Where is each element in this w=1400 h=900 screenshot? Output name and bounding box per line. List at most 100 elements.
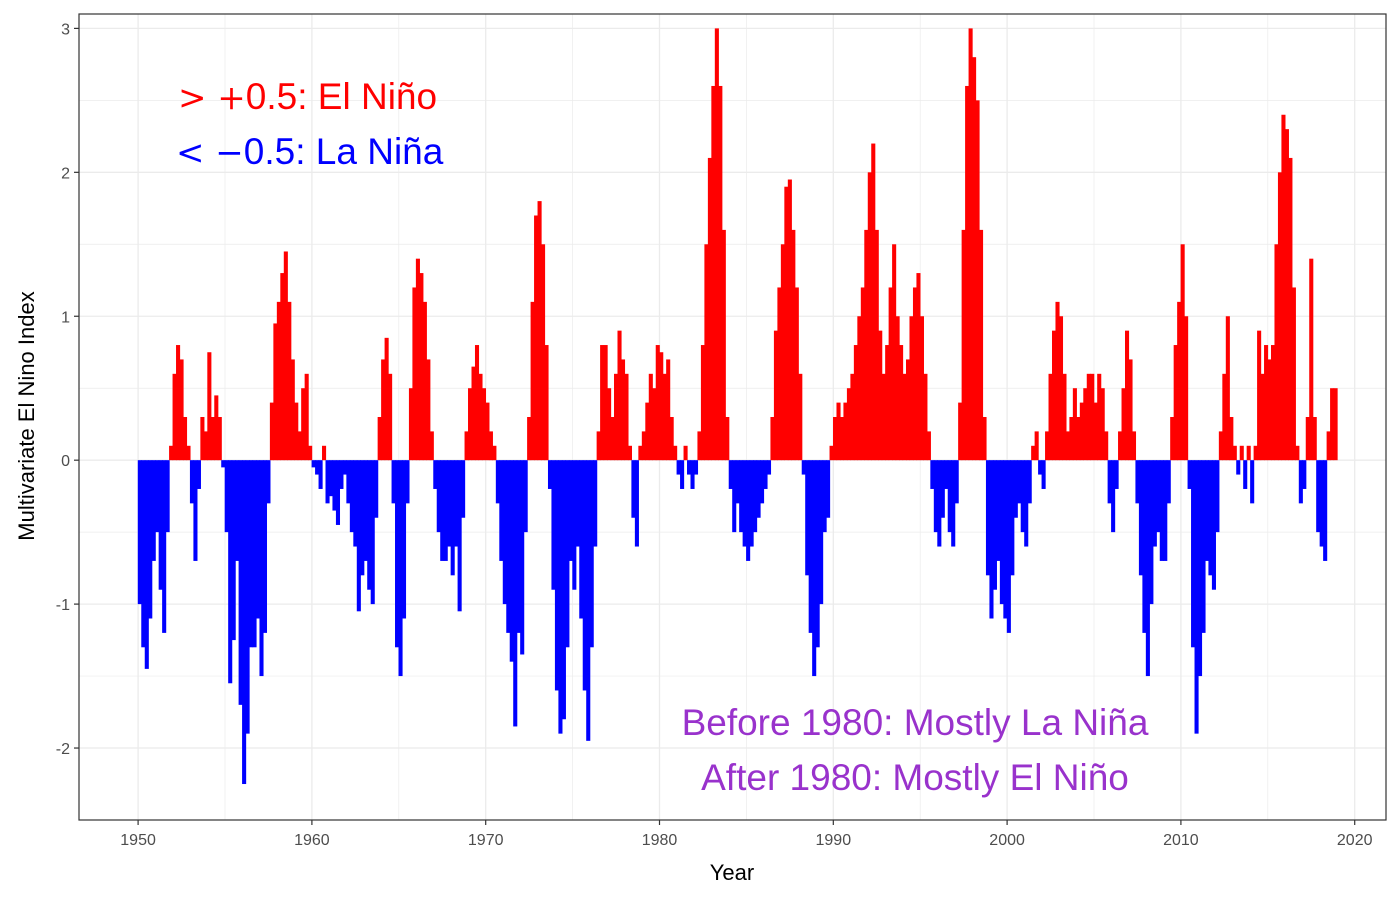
bar-la-nina	[1197, 460, 1203, 677]
bar-el-nino	[412, 287, 417, 461]
bar-el-nino	[1232, 445, 1237, 461]
bar-la-nina	[589, 460, 594, 648]
bar-la-nina	[760, 460, 765, 504]
bar-la-nina	[328, 460, 334, 497]
bar-la-nina	[405, 460, 410, 504]
bar-el-nino	[885, 345, 890, 461]
bar-la-nina	[454, 460, 459, 547]
bar-la-nina	[937, 460, 942, 547]
bar-el-nino	[1222, 373, 1227, 461]
bar-la-nina	[1298, 460, 1303, 504]
bar-el-nino	[1083, 388, 1088, 461]
bar-el-nino	[1309, 258, 1314, 461]
bar-el-nino	[1184, 316, 1189, 461]
bar-la-nina	[676, 460, 681, 475]
bar-el-nino	[596, 431, 601, 461]
bar-la-nina	[1006, 460, 1011, 633]
bar-la-nina	[252, 460, 257, 648]
bar-el-nino	[1295, 445, 1300, 461]
bar-la-nina	[996, 460, 1001, 561]
bar-el-nino	[617, 330, 622, 461]
bar-la-nina	[447, 460, 452, 547]
bar-la-nina	[1163, 460, 1168, 561]
bar-el-nino	[979, 229, 984, 461]
bar-la-nina	[1194, 460, 1199, 734]
bar-la-nina	[162, 460, 167, 633]
bar-el-nino	[176, 345, 181, 461]
bar-el-nino	[787, 179, 792, 461]
bar-la-nina	[1204, 460, 1210, 561]
bar-el-nino	[1069, 417, 1074, 461]
bar-el-nino	[203, 431, 208, 461]
bar-la-nina	[582, 460, 587, 691]
bar-la-nina	[370, 460, 375, 605]
after-1980-annotation: After 1980: Mostly El Niño	[701, 757, 1129, 798]
bar-el-nino	[1270, 345, 1276, 461]
bar-el-nino	[280, 273, 285, 461]
bar-la-nina	[495, 460, 500, 504]
x-axis: 1950 1960 1970 1980 1990 2000 2010 2020	[120, 820, 1373, 849]
bar-la-nina	[690, 460, 695, 489]
bar-el-nino	[1284, 129, 1289, 461]
bar-el-nino	[1048, 373, 1053, 461]
bar-la-nina	[1211, 460, 1216, 590]
bar-la-nina	[221, 460, 226, 468]
bar-la-nina	[259, 460, 264, 677]
bar-la-nina	[1236, 460, 1241, 475]
bar-el-nino	[798, 373, 803, 461]
bar-la-nina	[742, 460, 747, 547]
bar-la-nina	[245, 460, 250, 734]
bar-el-nino	[1225, 316, 1230, 461]
bar-el-nino	[666, 359, 671, 461]
bar-el-nino	[301, 388, 306, 461]
bar-el-nino	[645, 402, 650, 461]
bar-la-nina	[568, 460, 573, 561]
bar-el-nino	[471, 366, 476, 461]
bar-el-nino	[669, 417, 674, 461]
bar-el-nino	[707, 157, 712, 461]
bar-el-nino	[283, 251, 288, 461]
bar-la-nina	[1243, 460, 1248, 489]
bar-el-nino	[906, 359, 911, 461]
bar-la-nina	[1114, 460, 1119, 489]
bar-el-nino	[273, 323, 278, 461]
bar-el-nino	[794, 287, 799, 461]
bar-el-nino	[1097, 373, 1102, 461]
la-nina-symbol: < −	[176, 133, 244, 173]
bar-la-nina	[819, 460, 824, 605]
x-tick-label: 1990	[816, 832, 852, 849]
x-tick-label: 2010	[1163, 832, 1199, 849]
bar-el-nino	[304, 373, 309, 461]
bar-la-nina	[242, 460, 247, 785]
bar-la-nina	[746, 460, 751, 561]
bar-el-nino	[1239, 445, 1244, 461]
bar-la-nina	[137, 460, 142, 605]
bar-la-nina	[523, 460, 528, 533]
bar-la-nina	[1038, 460, 1043, 475]
bar-el-nino	[1170, 417, 1175, 461]
bar-la-nina	[144, 460, 149, 669]
bar-el-nino	[975, 100, 980, 461]
bar-el-nino	[1072, 388, 1077, 461]
bar-el-nino	[853, 345, 858, 461]
bar-el-nino	[169, 445, 174, 461]
bar-el-nino	[294, 402, 299, 461]
bar-la-nina	[1017, 460, 1022, 504]
bar-la-nina	[255, 460, 261, 619]
bar-el-nino	[627, 445, 632, 461]
bar-el-nino	[210, 417, 215, 461]
bar-el-nino	[544, 345, 549, 461]
la-nina-text: 0.5: La Niña	[244, 131, 444, 172]
before-1980-annotation: Before 1980: Mostly La Niña	[682, 702, 1149, 743]
bar-el-nino	[968, 28, 973, 461]
bar-el-nino	[1058, 316, 1064, 461]
bar-la-nina	[687, 460, 692, 475]
bar-la-nina	[440, 460, 445, 561]
bar-el-nino	[697, 431, 702, 461]
bar-la-nina	[151, 460, 156, 561]
bar-la-nina	[801, 460, 806, 475]
bar-el-nino	[711, 85, 716, 461]
bar-la-nina	[141, 460, 146, 648]
bar-el-nino	[179, 359, 184, 461]
bar-el-nino	[478, 373, 483, 461]
